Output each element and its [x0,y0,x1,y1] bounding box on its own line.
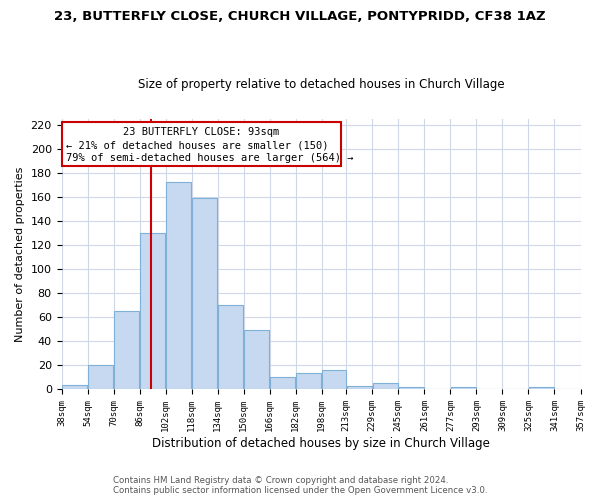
Bar [62,384,87,390]
Title: Size of property relative to detached houses in Church Village: Size of property relative to detached ho… [138,78,505,91]
X-axis label: Distribution of detached houses by size in Church Village: Distribution of detached houses by size … [152,437,490,450]
Text: ← 21% of detached houses are smaller (150): ← 21% of detached houses are smaller (15… [67,140,329,150]
Bar [347,386,372,390]
Text: Contains HM Land Registry data © Crown copyright and database right 2024.
Contai: Contains HM Land Registry data © Crown c… [113,476,487,495]
Bar [398,387,424,390]
Text: 23 BUTTERFLY CLOSE: 93sqm: 23 BUTTERFLY CLOSE: 93sqm [124,127,280,137]
Bar [373,384,398,390]
Bar [451,387,476,390]
Bar [166,182,191,390]
Bar [218,305,244,390]
Y-axis label: Number of detached properties: Number of detached properties [15,166,25,342]
Bar [192,198,217,390]
Bar [244,330,269,390]
Text: 23, BUTTERFLY CLOSE, CHURCH VILLAGE, PONTYPRIDD, CF38 1AZ: 23, BUTTERFLY CLOSE, CHURCH VILLAGE, PON… [54,10,546,23]
Bar [270,378,295,390]
Bar [322,370,346,390]
Bar [296,372,322,390]
Bar [529,387,554,390]
Bar [62,122,341,166]
Text: 79% of semi-detached houses are larger (564) →: 79% of semi-detached houses are larger (… [67,154,354,164]
Bar [88,366,113,390]
Bar [114,311,139,390]
Bar [140,233,165,390]
